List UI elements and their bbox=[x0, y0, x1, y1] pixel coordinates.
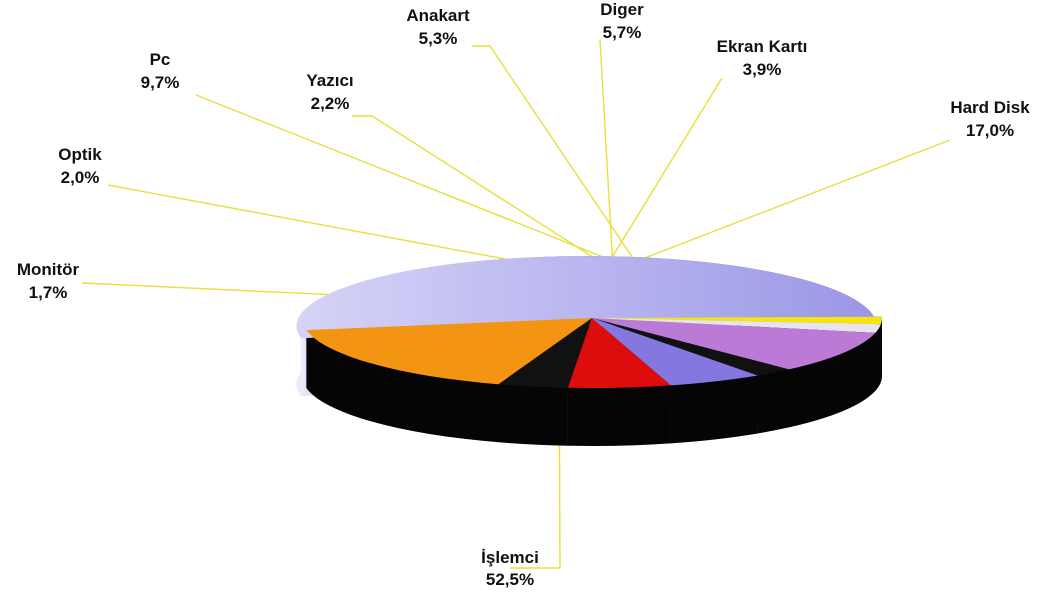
pie-slice-6 bbox=[592, 318, 758, 386]
slice-label-name: İşlemci bbox=[481, 548, 539, 567]
slice-label-name: Ekran Kartı bbox=[717, 37, 808, 56]
slice-label-value: 17,0% bbox=[966, 121, 1014, 140]
slice-label-value: 2,2% bbox=[311, 94, 350, 113]
slice-label-name: Monitör bbox=[17, 260, 80, 279]
pie-slice-2 bbox=[592, 316, 882, 325]
pie-slice-4 bbox=[592, 318, 876, 370]
slice-label-name: Optik bbox=[58, 145, 102, 164]
slice-label-value: 52,5% bbox=[486, 570, 534, 589]
pie-slice-9 bbox=[306, 318, 592, 385]
pie-slice-3 bbox=[592, 318, 881, 333]
slice-label-value: 2,0% bbox=[61, 168, 100, 187]
slice-label-value: 1,7% bbox=[29, 283, 68, 302]
slice-label-value: 5,7% bbox=[603, 23, 642, 42]
slice-label-name: Yazıcı bbox=[306, 71, 353, 90]
slice-label-value: 3,9% bbox=[743, 60, 782, 79]
pie-slice-5 bbox=[592, 318, 789, 376]
pie-slice-8 bbox=[498, 318, 592, 388]
slice-label-value: 9,7% bbox=[141, 73, 180, 92]
slice-label-name: Anakart bbox=[406, 6, 470, 25]
pie-slice-tops bbox=[296, 256, 882, 388]
slice-label-name: Pc bbox=[150, 50, 171, 69]
slice-labels: İşlemci 52,5% Monitör 1,7% Optik 2,0% Pc 9,7% Ya… bbox=[17, 0, 1030, 589]
pie-slice-7 bbox=[567, 318, 671, 388]
slice-label-name: Hard Disk bbox=[950, 98, 1030, 117]
slice-label-value: 5,3% bbox=[419, 29, 458, 48]
slice-label-name: Diger bbox=[600, 0, 644, 19]
